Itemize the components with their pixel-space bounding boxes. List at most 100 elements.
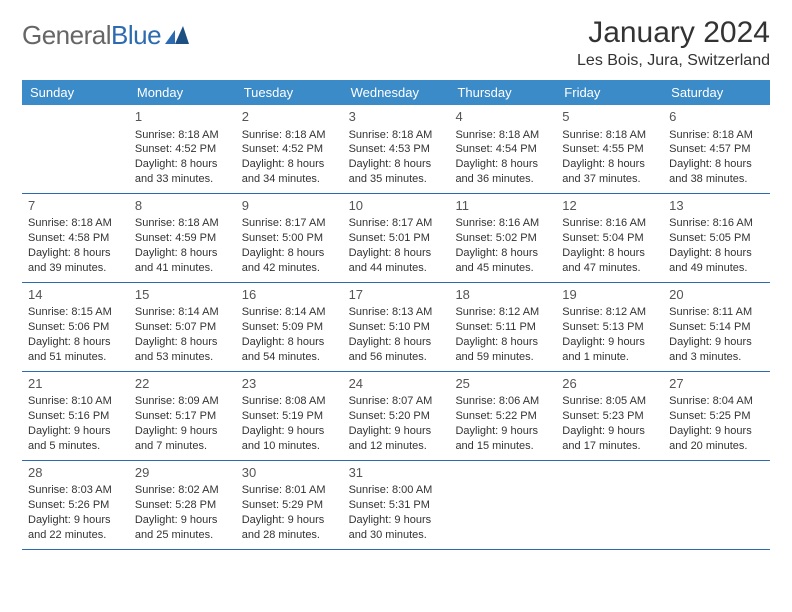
day-cell: 15Sunrise: 8:14 AMSunset: 5:07 PMDayligh… [129, 283, 236, 371]
day2-text: and 5 minutes. [28, 439, 123, 454]
header-right: January 2024 Les Bois, Jura, Switzerland [577, 16, 770, 70]
day1-text: Daylight: 9 hours [242, 513, 337, 528]
day2-text: and 33 minutes. [135, 172, 230, 187]
day2-text: and 56 minutes. [349, 350, 444, 365]
weekday-sunday: Sunday [22, 80, 129, 105]
sunset-text: Sunset: 5:13 PM [562, 320, 657, 335]
day1-text: Daylight: 9 hours [669, 424, 764, 439]
day-cell: 18Sunrise: 8:12 AMSunset: 5:11 PMDayligh… [449, 283, 556, 371]
day-number: 9 [242, 197, 337, 215]
sunrise-text: Sunrise: 8:10 AM [28, 394, 123, 409]
week-row: 14Sunrise: 8:15 AMSunset: 5:06 PMDayligh… [22, 283, 770, 372]
day1-text: Daylight: 9 hours [562, 424, 657, 439]
sunset-text: Sunset: 5:28 PM [135, 498, 230, 513]
day-number: 18 [455, 286, 550, 304]
sunrise-text: Sunrise: 8:13 AM [349, 305, 444, 320]
day-cell [556, 461, 663, 549]
day-number: 10 [349, 197, 444, 215]
day-cell: 2 Sunrise: 8:18 AMSunset: 4:52 PMDaylight… [236, 105, 343, 193]
day-number: 1 [135, 108, 230, 126]
day1-text: Daylight: 8 hours [242, 157, 337, 172]
day1-text: Daylight: 9 hours [349, 424, 444, 439]
sunrise-text: Sunrise: 8:16 AM [455, 216, 550, 231]
day-number: 23 [242, 375, 337, 393]
day2-text: and 35 minutes. [349, 172, 444, 187]
week-row: 1Sunrise: 8:18 AMSunset: 4:52 PMDaylight… [22, 105, 770, 194]
sunrise-text: Sunrise: 8:17 AM [349, 216, 444, 231]
sunrise-text: Sunrise: 8:14 AM [135, 305, 230, 320]
day-cell: 23Sunrise: 8:08 AMSunset: 5:19 PMDayligh… [236, 372, 343, 460]
sunrise-text: Sunrise: 8:01 AM [242, 483, 337, 498]
sunset-text: Sunset: 4:52 PM [242, 142, 337, 157]
day-cell: 5Sunrise: 8:18 AMSunset: 4:55 PMDaylight… [556, 105, 663, 193]
day1-text: Daylight: 8 hours [28, 246, 123, 261]
logo-part2: Blue [111, 20, 161, 50]
day1-text: Daylight: 8 hours [135, 157, 230, 172]
sunset-text: Sunset: 5:09 PM [242, 320, 337, 335]
day2-text: and 22 minutes. [28, 528, 123, 543]
day-cell: 10Sunrise: 8:17 AMSunset: 5:01 PMDayligh… [343, 194, 450, 282]
sunrise-text: Sunrise: 8:18 AM [562, 128, 657, 143]
day1-text: Daylight: 8 hours [455, 157, 550, 172]
day-cell [449, 461, 556, 549]
sunrise-text: Sunrise: 8:07 AM [349, 394, 444, 409]
sunset-text: Sunset: 5:11 PM [455, 320, 550, 335]
calendar-page: GeneralBlue January 2024 Les Bois, Jura,… [0, 0, 792, 566]
sunrise-text: Sunrise: 8:14 AM [242, 305, 337, 320]
sunset-text: Sunset: 5:19 PM [242, 409, 337, 424]
day1-text: Daylight: 8 hours [242, 246, 337, 261]
sunset-text: Sunset: 5:00 PM [242, 231, 337, 246]
day-number: 14 [28, 286, 123, 304]
sunrise-text: Sunrise: 8:02 AM [135, 483, 230, 498]
month-title: January 2024 [577, 16, 770, 50]
day-cell: 4Sunrise: 8:18 AMSunset: 4:54 PMDaylight… [449, 105, 556, 193]
day1-text: Daylight: 9 hours [28, 513, 123, 528]
logo-text: GeneralBlue [22, 20, 161, 51]
day2-text: and 47 minutes. [562, 261, 657, 276]
day-cell: 29Sunrise: 8:02 AMSunset: 5:28 PMDayligh… [129, 461, 236, 549]
sunset-text: Sunset: 5:02 PM [455, 231, 550, 246]
day-cell: 17Sunrise: 8:13 AMSunset: 5:10 PMDayligh… [343, 283, 450, 371]
day-number: 31 [349, 464, 444, 482]
sunset-text: Sunset: 5:14 PM [669, 320, 764, 335]
day1-text: Daylight: 8 hours [349, 157, 444, 172]
day2-text: and 39 minutes. [28, 261, 123, 276]
sunrise-text: Sunrise: 8:18 AM [455, 128, 550, 143]
sunset-text: Sunset: 4:58 PM [28, 231, 123, 246]
day-cell: 22Sunrise: 8:09 AMSunset: 5:17 PMDayligh… [129, 372, 236, 460]
day1-text: Daylight: 8 hours [135, 246, 230, 261]
sunrise-text: Sunrise: 8:18 AM [349, 128, 444, 143]
day-cell: 24Sunrise: 8:07 AMSunset: 5:20 PMDayligh… [343, 372, 450, 460]
day2-text: and 54 minutes. [242, 350, 337, 365]
location: Les Bois, Jura, Switzerland [577, 52, 770, 70]
day-number: 7 [28, 197, 123, 215]
day1-text: Daylight: 9 hours [349, 513, 444, 528]
sunrise-text: Sunrise: 8:12 AM [455, 305, 550, 320]
day-number: 2 [242, 108, 337, 126]
day-number: 8 [135, 197, 230, 215]
day1-text: Daylight: 8 hours [669, 246, 764, 261]
day1-text: Daylight: 8 hours [242, 335, 337, 350]
sunset-text: Sunset: 5:10 PM [349, 320, 444, 335]
day-cell: 16Sunrise: 8:14 AMSunset: 5:09 PMDayligh… [236, 283, 343, 371]
day1-text: Daylight: 9 hours [455, 424, 550, 439]
day-cell: 6Sunrise: 8:18 AMSunset: 4:57 PMDaylight… [663, 105, 770, 193]
day2-text: and 15 minutes. [455, 439, 550, 454]
day1-text: Daylight: 8 hours [135, 335, 230, 350]
sunrise-text: Sunrise: 8:05 AM [562, 394, 657, 409]
weekday-tuesday: Tuesday [236, 80, 343, 105]
day-cell [663, 461, 770, 549]
day1-text: Daylight: 9 hours [135, 513, 230, 528]
day1-text: Daylight: 9 hours [28, 424, 123, 439]
day2-text: and 12 minutes. [349, 439, 444, 454]
day2-text: and 41 minutes. [135, 261, 230, 276]
day2-text: and 20 minutes. [669, 439, 764, 454]
sunset-text: Sunset: 4:54 PM [455, 142, 550, 157]
sunrise-text: Sunrise: 8:18 AM [242, 128, 337, 143]
sunrise-text: Sunrise: 8:16 AM [669, 216, 764, 231]
day-cell: 20Sunrise: 8:11 AMSunset: 5:14 PMDayligh… [663, 283, 770, 371]
sunset-text: Sunset: 5:25 PM [669, 409, 764, 424]
day2-text: and 44 minutes. [349, 261, 444, 276]
logo: GeneralBlue [22, 20, 189, 51]
day-number: 20 [669, 286, 764, 304]
